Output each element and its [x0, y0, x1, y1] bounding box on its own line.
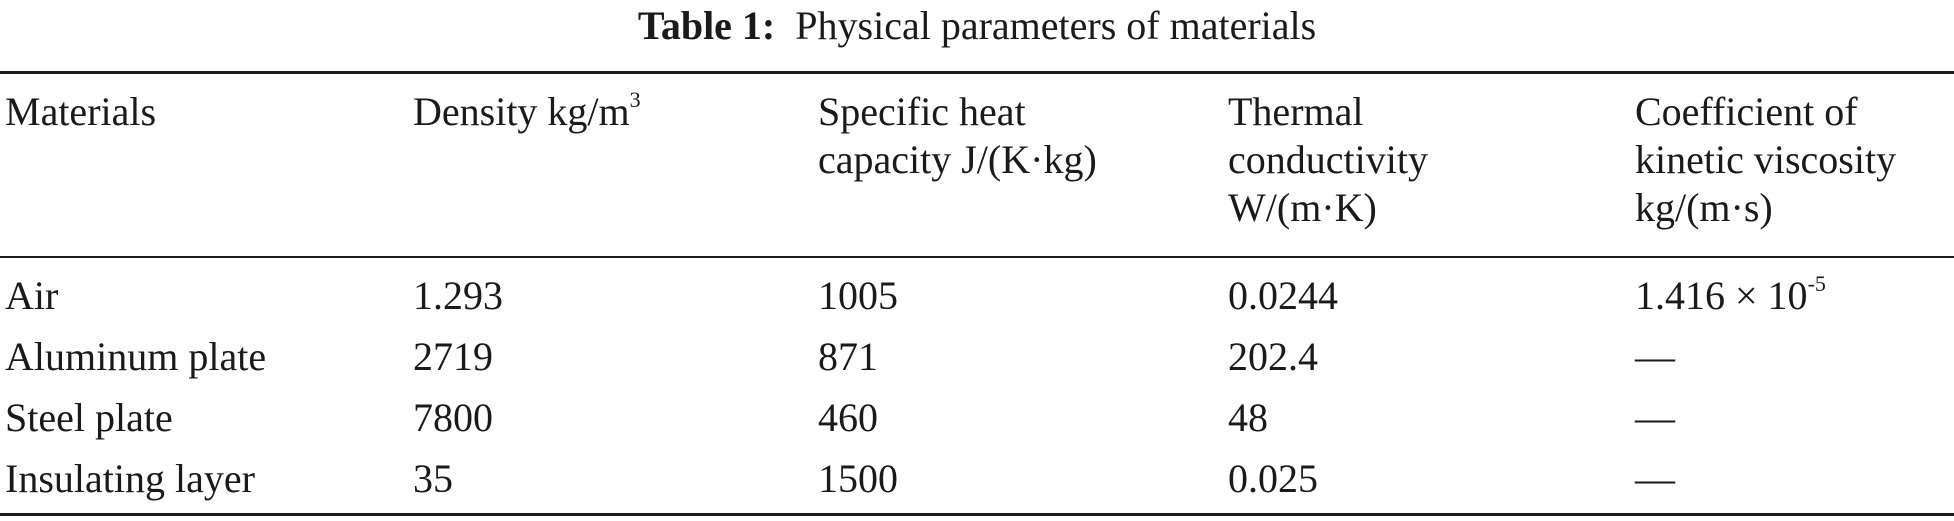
header-specific-heat: Specific heat capacity J/(K·kg) — [818, 88, 1097, 184]
table-cell-viscosity: — — [1635, 455, 1675, 503]
table-cell-specific-heat: 1005 — [818, 273, 898, 318]
table-cell-material: Steel plate — [5, 395, 173, 440]
table-cell-specific-heat: 1500 — [818, 456, 898, 501]
header-thermal-conductivity: Thermal conductivity W/(m·K) — [1228, 88, 1428, 232]
header-line: Materials — [5, 89, 157, 134]
table-cell-conductivity: 202.4 — [1228, 334, 1318, 379]
header-line: kg/(m·s) — [1635, 185, 1773, 230]
table-top-rule — [0, 71, 1954, 74]
header-line: conductivity — [1228, 137, 1428, 182]
table-caption-text: Physical parameters of materials — [795, 3, 1317, 48]
header-line: capacity J/(K·kg) — [818, 137, 1097, 182]
table-cell-density: 7800 — [413, 395, 493, 440]
viscosity-base: 1.416 × 10 — [1635, 273, 1808, 318]
viscosity-exponent: -5 — [1807, 271, 1826, 296]
table-header-rule — [0, 256, 1954, 258]
header-density: Density kg/m3 — [413, 88, 641, 136]
viscosity-base: — — [1635, 334, 1675, 379]
header-density-text: Density kg/m — [413, 89, 630, 134]
table-cell-material: Insulating layer — [5, 456, 255, 501]
header-materials: Materials — [5, 88, 156, 136]
header-density-sup: 3 — [629, 87, 641, 112]
table-caption-label: Table 1: — [637, 3, 776, 48]
table-cell-density: 1.293 — [413, 273, 503, 318]
table-cell-conductivity: 0.0244 — [1228, 273, 1338, 318]
header-line: Specific heat — [818, 89, 1026, 134]
table-cell-specific-heat: 460 — [818, 395, 878, 440]
table-bottom-rule — [0, 513, 1954, 516]
header-line: Thermal — [1228, 89, 1364, 134]
table-cell-conductivity: 0.025 — [1228, 456, 1318, 501]
table-cell-viscosity: 1.416 × 10-5 — [1635, 272, 1826, 320]
table-cell-material: Aluminum plate — [5, 334, 267, 379]
viscosity-base: — — [1635, 456, 1675, 501]
header-viscosity: Coefficient of kinetic viscosity kg/(m·s… — [1635, 88, 1896, 232]
table-cell-material: Air — [5, 273, 59, 318]
table-cell-specific-heat: 871 — [818, 334, 878, 379]
table-cell-density: 35 — [413, 456, 453, 501]
header-line: W/(m·K) — [1228, 185, 1377, 230]
table-cell-viscosity: — — [1635, 333, 1675, 381]
viscosity-base: — — [1635, 395, 1675, 440]
table-cell-conductivity: 48 — [1228, 395, 1268, 440]
header-line: kinetic viscosity — [1635, 137, 1897, 182]
table-cell-density: 2719 — [413, 334, 493, 379]
table-cell-viscosity: — — [1635, 394, 1675, 442]
header-line: Coefficient of — [1635, 89, 1858, 134]
table-caption: Table 1: Physical parameters of material… — [0, 0, 1954, 50]
